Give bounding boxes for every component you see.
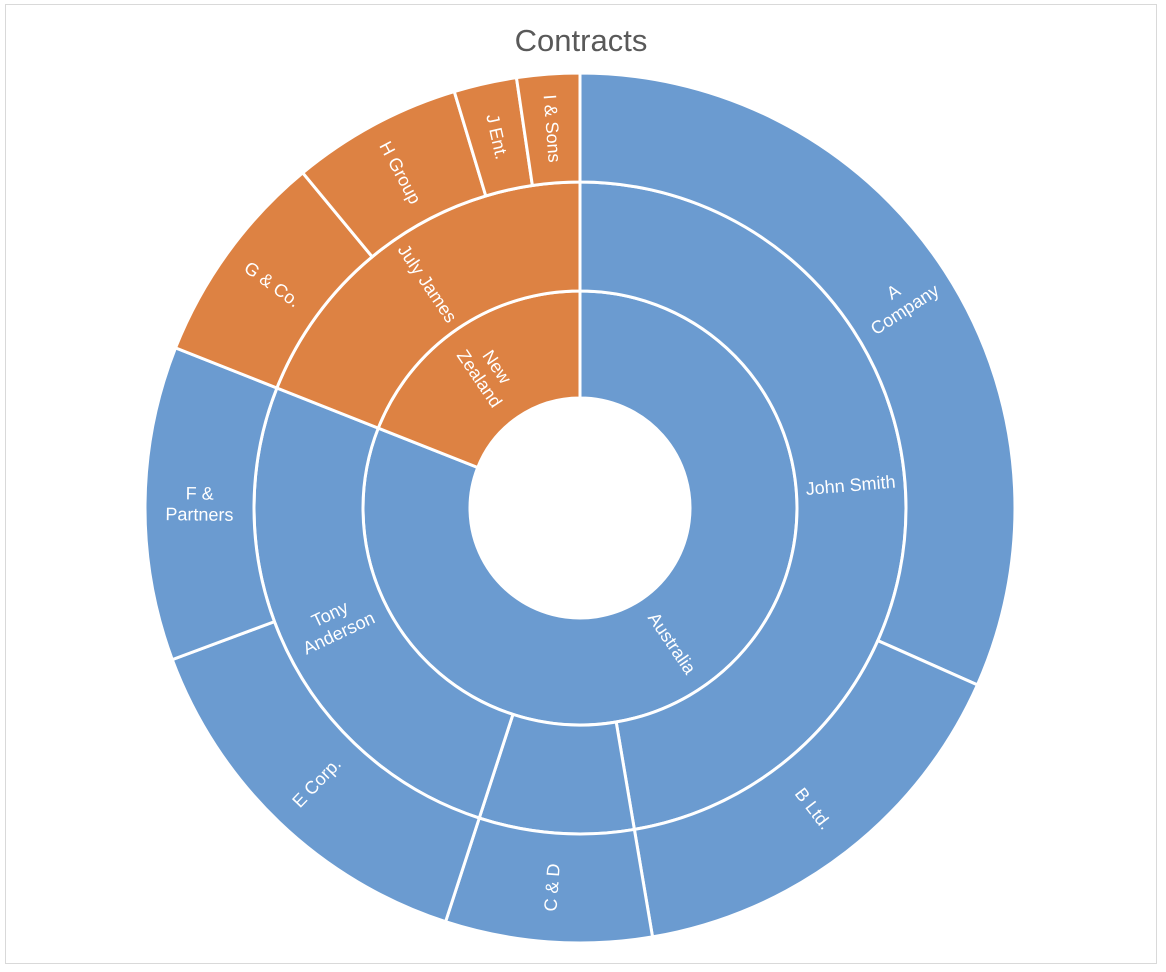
company-segment-a-company[interactable] bbox=[578, 71, 1017, 687]
company-segment-i-and-sons[interactable] bbox=[514, 71, 582, 187]
company-label-i-and-sons: I & Sons bbox=[540, 94, 565, 163]
company-label-c-and-d: C & D bbox=[540, 863, 563, 912]
company-label-f-and-partners: F &Partners bbox=[165, 483, 233, 525]
chart-title: Contracts bbox=[514, 23, 648, 58]
